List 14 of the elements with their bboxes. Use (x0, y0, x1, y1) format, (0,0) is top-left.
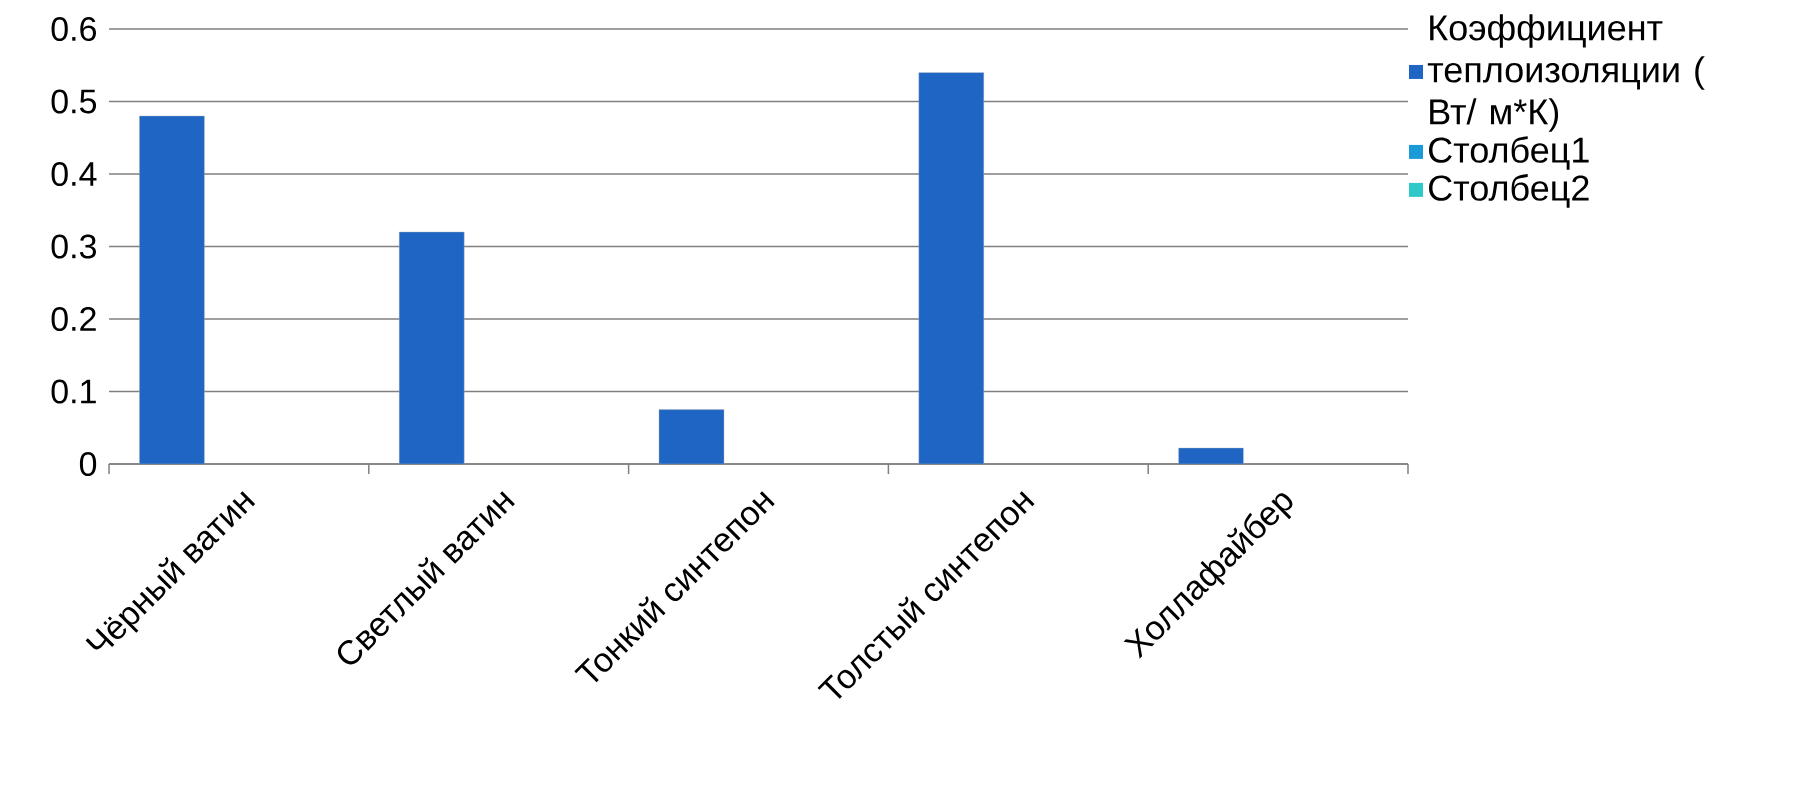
y-tick-label: 0.3 (51, 234, 96, 259)
y-tick-label: 0 (79, 451, 97, 477)
bar (658, 409, 725, 464)
legend-label: Столбец1 (1429, 136, 1589, 170)
bar (139, 115, 205, 464)
legend-label: Столбец2 (1429, 174, 1589, 208)
y-tick-label: 0.6 (51, 16, 96, 42)
y-tick-label: 0.1 (51, 379, 96, 404)
y-tick-label: 0.4 (51, 161, 97, 187)
y-tick-label: 0.5 (51, 89, 97, 114)
legend-label: Коэффициент теплоизоляции ( Вт/ м*К) (1427, 14, 1705, 132)
y-tick-label: 0.2 (51, 306, 96, 332)
bar (918, 72, 984, 464)
bar (399, 231, 465, 464)
